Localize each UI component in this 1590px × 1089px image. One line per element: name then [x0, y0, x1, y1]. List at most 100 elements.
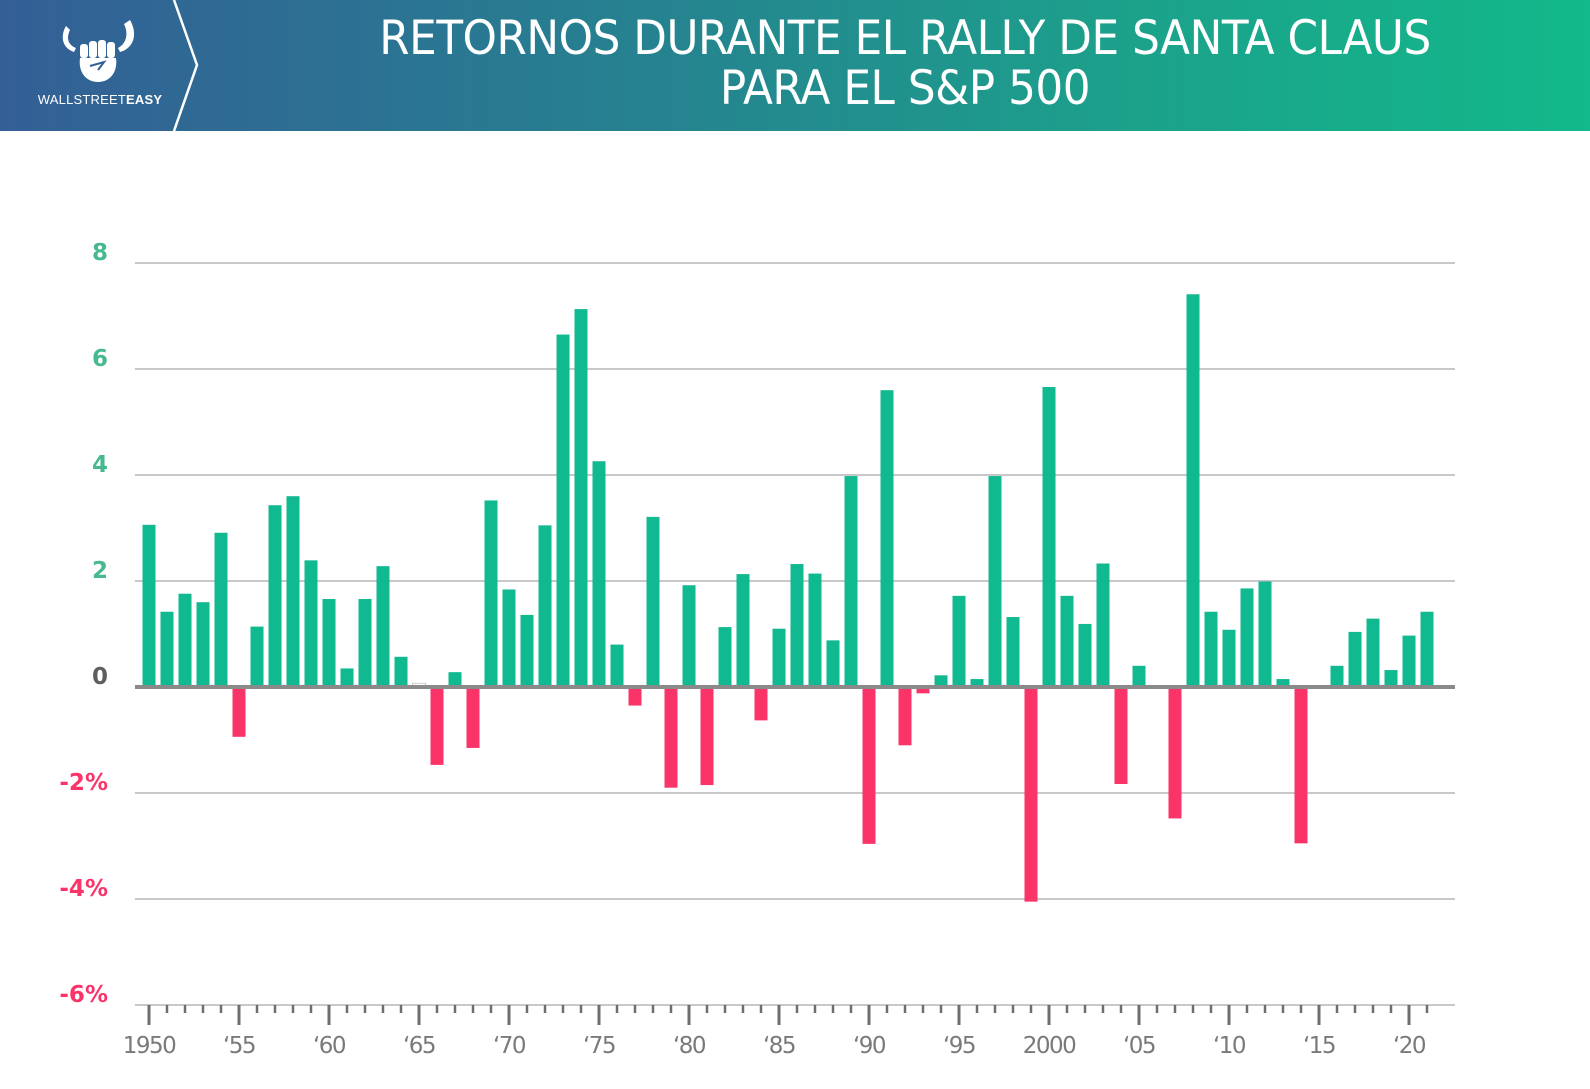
brand-logo: WALLSTREETEASY [0, 0, 200, 131]
x-tick-label: ‘95 [943, 1033, 975, 1059]
bar-2010 [1222, 629, 1236, 687]
bar-1994 [934, 675, 948, 687]
bar-1955 [232, 687, 246, 737]
bar-1991 [880, 390, 894, 687]
bar-1989 [844, 476, 858, 687]
bar-2016 [1330, 665, 1344, 687]
x-tick-label: ‘85 [763, 1033, 795, 1059]
y-tick-label: -6% [59, 982, 108, 1008]
bar-1956 [250, 626, 264, 687]
bar-1973 [556, 334, 570, 687]
x-tick-label: ‘15 [1303, 1033, 1335, 1059]
x-tick-label: ‘10 [1213, 1033, 1246, 1059]
bar-1976 [610, 644, 624, 687]
bar-1983 [736, 574, 750, 687]
x-tick-label: ‘05 [1123, 1033, 1155, 1059]
bar-1992 [898, 687, 912, 746]
bar-2021 [1420, 611, 1434, 687]
y-tick-label: 8 [92, 240, 108, 266]
x-axis: 1950 ‘55 ‘60 ‘65 ‘70 ‘75 ‘80 ‘85 ‘90 ‘95 2000 ‘05 ‘1… [123, 1004, 1455, 1059]
chart-title-line1: RETORNOS DURANTE EL RALLY DE SANTA CLAUS [379, 11, 1431, 66]
bar-2009 [1204, 611, 1218, 687]
bar-1990 [862, 687, 876, 844]
bar-1998 [1006, 617, 1020, 687]
bar-2002 [1078, 623, 1092, 687]
bar-1988 [826, 640, 840, 687]
header-banner: WALLSTREETEASY RETORNOS DURANTE EL RALLY… [0, 0, 1590, 131]
y-tick-label: 6 [92, 346, 108, 372]
x-tick-label: ‘65 [403, 1033, 435, 1059]
bar-2007 [1168, 687, 1182, 819]
bar-2017 [1348, 631, 1362, 687]
bull-fist-logo-icon [62, 20, 135, 82]
x-tick-label: ‘90 [853, 1033, 886, 1059]
y-tick-label: -4% [59, 876, 108, 902]
bar-1995 [952, 595, 966, 687]
bar-1974 [574, 309, 588, 687]
bar-2000 [1042, 387, 1056, 687]
x-tick-label: ‘20 [1393, 1033, 1426, 1059]
x-tick-label: 2000 [1023, 1033, 1076, 1059]
bar-1996 [970, 679, 984, 687]
chart-title-line2: PARA EL S&P 500 [719, 61, 1091, 116]
bar-1987 [808, 573, 822, 687]
brand-name-light: WALLSTREET [37, 92, 126, 107]
bar-2004 [1114, 687, 1128, 784]
chevron-divider-icon [172, 0, 199, 131]
bar-2014 [1294, 687, 1308, 844]
bar-1984 [754, 687, 768, 721]
y-tick-label: 4 [92, 452, 108, 478]
bar-1982 [718, 627, 732, 687]
bar-1959 [304, 560, 318, 687]
y-tick-label: 2 [92, 558, 108, 584]
bar-2019 [1384, 670, 1398, 687]
bar-1967 [448, 672, 462, 687]
bars [142, 294, 1434, 902]
bar-1978 [646, 516, 660, 687]
bar-1968 [466, 687, 480, 748]
bar-1986 [790, 564, 804, 687]
bar-1966 [430, 687, 444, 765]
bar-1962 [358, 599, 372, 687]
bar-1950 [142, 524, 156, 687]
bar-1964 [394, 656, 408, 687]
bar-2008 [1186, 294, 1200, 687]
chart-title: RETORNOS DURANTE EL RALLY DE SANTA CLAUS… [268, 14, 1542, 114]
bar-1971 [520, 614, 534, 687]
bar-1980 [682, 585, 696, 687]
bar-2012 [1258, 581, 1272, 687]
bar-1999 [1024, 687, 1038, 902]
bar-1981 [700, 687, 714, 786]
x-tick-label: ‘75 [583, 1033, 615, 1059]
gridlines [135, 262, 1455, 900]
bar-1977 [628, 687, 642, 706]
bar-1969 [484, 500, 498, 687]
y-tick-label: -2% [59, 770, 108, 796]
bar-2005 [1132, 665, 1146, 687]
bar-1952 [178, 593, 192, 687]
bar-2020 [1402, 635, 1416, 687]
bar-1997 [988, 476, 1002, 687]
bar-1993 [916, 687, 930, 694]
bar-1953 [196, 602, 210, 687]
bar-2013 [1276, 679, 1290, 687]
bar-1970 [502, 589, 516, 687]
x-tick-label: 1950 [123, 1033, 176, 1059]
bar-1961 [340, 668, 354, 687]
x-tick-label: ‘55 [223, 1033, 255, 1059]
bar-1951 [160, 611, 174, 687]
x-tick-label: ‘80 [673, 1033, 706, 1059]
bar-2001 [1060, 595, 1074, 687]
x-tick-label: ‘70 [493, 1033, 526, 1059]
x-tick-label: ‘60 [313, 1033, 346, 1059]
bar-1957 [268, 505, 282, 687]
bar-1954 [214, 532, 228, 687]
bar-1985 [772, 628, 786, 687]
bar-1960 [322, 599, 336, 687]
brand-name: WALLSTREETEASY [0, 92, 200, 107]
bar-1979 [664, 687, 678, 788]
bar-2018 [1366, 618, 1380, 687]
y-tick-label: 0 [92, 664, 108, 690]
y-axis-labels: 8 6 4 2 0 -2% -4% -6% [59, 240, 108, 1008]
bar-1972 [538, 525, 552, 687]
